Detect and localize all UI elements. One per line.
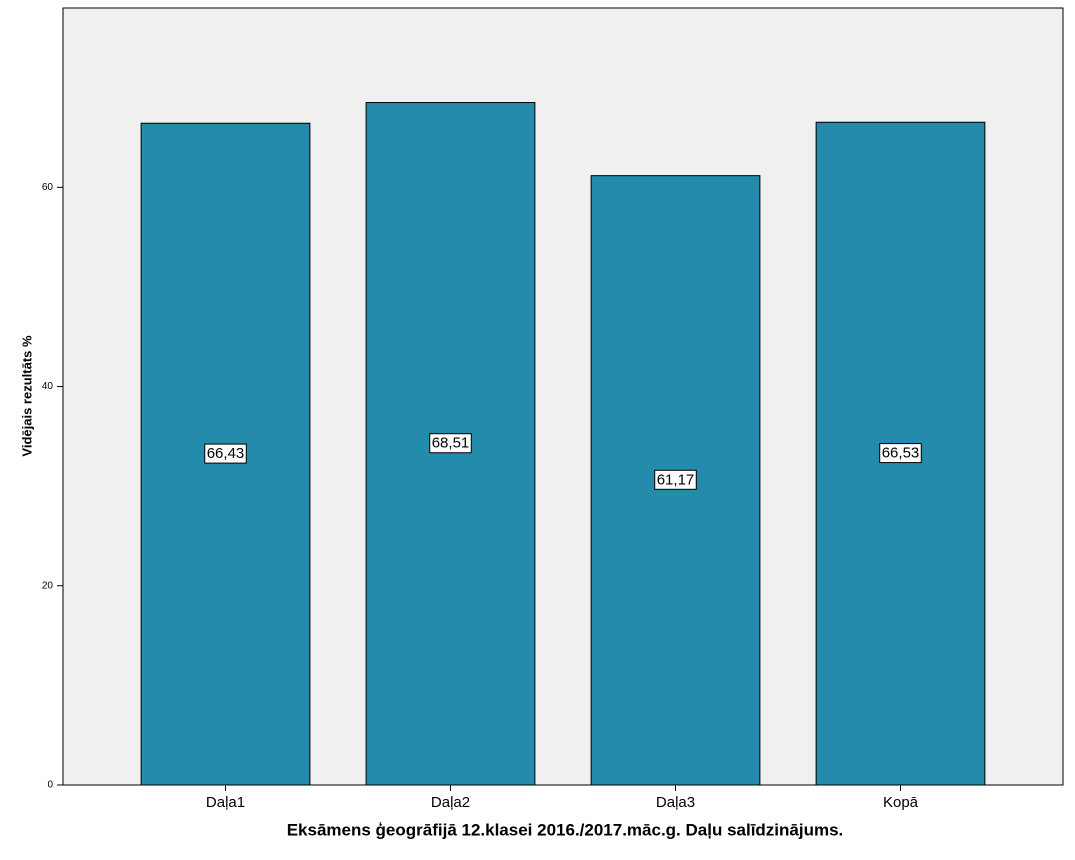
value-label-box [879,443,922,464]
y-axis-title: Vidējais rezultāts % [19,335,34,457]
value-label: 66,53 [882,445,920,462]
x-tick-label: Daļa2 [431,794,470,811]
value-label: 68,51 [432,435,470,452]
value-label-box [654,469,697,490]
value-label: 66,43 [207,445,245,462]
value-label-box [429,433,472,454]
x-tick-label: Kopā [883,794,919,811]
x-axis-title: Eksāmens ģeogrāfijā 12.klasei 2016./2017… [287,820,844,839]
x-tick-label: Daļa3 [656,794,695,811]
y-tick-label: 40 [42,381,54,392]
y-tick-label: 60 [42,182,54,193]
y-tick-label: 0 [47,780,53,791]
y-tick-label: 20 [42,580,54,591]
x-tick-label: Daļa1 [206,794,245,811]
value-label: 61,17 [657,471,695,488]
value-label-box [204,443,247,464]
